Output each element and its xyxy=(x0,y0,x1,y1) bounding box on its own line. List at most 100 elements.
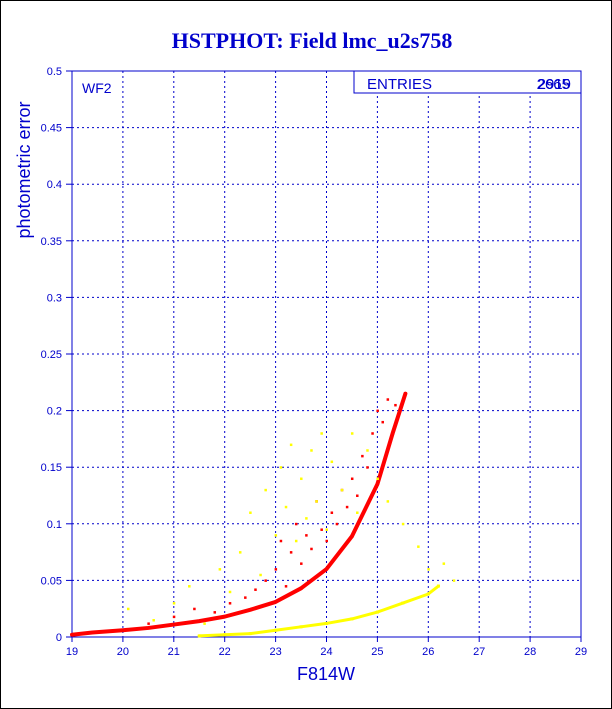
data-point xyxy=(330,460,334,464)
y-tick-label: 0.2 xyxy=(47,406,62,418)
data-point xyxy=(279,466,283,469)
data-point xyxy=(356,511,359,514)
stats-box-frame xyxy=(353,70,582,94)
series-0 xyxy=(70,391,408,637)
data-point xyxy=(427,568,430,571)
y-tick-label: 0.15 xyxy=(41,462,62,474)
data-point xyxy=(310,547,313,551)
data-point xyxy=(121,628,125,632)
data-point xyxy=(197,619,201,623)
data-point xyxy=(172,623,176,627)
data-point xyxy=(294,539,298,543)
x-tick-label: 26 xyxy=(422,646,434,658)
data-point xyxy=(218,568,222,571)
x-tick-label: 29 xyxy=(575,646,587,658)
data-point xyxy=(146,626,150,630)
data-point xyxy=(417,545,420,548)
y-tick-label: 0 xyxy=(56,632,62,644)
x-tick-label: 23 xyxy=(269,646,281,658)
y-tick-label: 0.5 xyxy=(47,66,62,78)
data-point xyxy=(228,590,232,594)
stats-entries-value-a: 2919 xyxy=(538,76,571,93)
data-point xyxy=(361,454,364,458)
data-point xyxy=(254,588,257,591)
stats-entries-value-b: 2665 xyxy=(537,76,570,93)
data-point xyxy=(391,431,395,435)
data-point xyxy=(147,622,150,625)
data-point xyxy=(152,619,155,622)
data-point xyxy=(386,500,390,503)
data-point xyxy=(238,551,242,554)
stats-box: ENTRIES 2919 2665 xyxy=(353,70,582,94)
data-point xyxy=(403,392,407,396)
data-point xyxy=(366,449,369,452)
data-point xyxy=(274,568,278,571)
data-point xyxy=(249,511,252,514)
data-point xyxy=(350,432,354,435)
data-point xyxy=(259,573,262,577)
data-point xyxy=(436,584,440,588)
data-point xyxy=(320,432,323,435)
data-point xyxy=(274,628,278,632)
data-point xyxy=(325,621,328,625)
data-point xyxy=(172,602,176,605)
data-point xyxy=(325,539,328,543)
data-point xyxy=(172,615,176,619)
data-point xyxy=(350,477,354,481)
data-point xyxy=(325,567,328,571)
data-point xyxy=(197,634,201,638)
y-tick-label: 0.4 xyxy=(47,179,62,191)
data-point xyxy=(274,600,278,604)
data-point xyxy=(375,610,379,614)
data-point xyxy=(294,522,298,526)
x-tick-label: 24 xyxy=(320,646,332,658)
series-1 xyxy=(126,432,456,638)
data-point xyxy=(356,494,359,497)
data-point xyxy=(228,602,232,605)
data-point xyxy=(90,630,94,634)
x-tick-label: 21 xyxy=(168,646,180,658)
data-point xyxy=(394,403,397,407)
data-point xyxy=(335,522,339,526)
data-point xyxy=(248,632,252,636)
x-tick-label: 25 xyxy=(371,646,383,658)
data-point xyxy=(350,617,354,621)
data-point xyxy=(401,522,405,526)
stats-entries-label: ENTRIES xyxy=(367,76,432,93)
data-point xyxy=(350,534,354,538)
y-tick-label: 0.35 xyxy=(41,236,62,248)
data-point xyxy=(70,633,74,637)
x-tick-label: 28 xyxy=(524,646,536,658)
data-point xyxy=(284,585,288,588)
data-point xyxy=(213,611,217,614)
y-tick-label: 0.3 xyxy=(47,292,62,304)
x-axis-label: F814W xyxy=(297,664,355,684)
data-point xyxy=(299,586,303,590)
data-marks xyxy=(70,391,456,638)
x-tick-label: 19 xyxy=(66,646,78,658)
data-point xyxy=(325,528,328,531)
data-point xyxy=(203,622,206,625)
data-point xyxy=(320,528,323,531)
data-point xyxy=(452,579,456,582)
y-axis-label: photometric error xyxy=(14,101,34,238)
data-point xyxy=(126,607,130,611)
data-point xyxy=(426,592,430,596)
x-axis: 19 20 21 22 23 24 25 26 27 28 29 xyxy=(66,637,587,658)
data-point xyxy=(300,477,303,481)
data-point xyxy=(386,398,390,401)
data-point xyxy=(300,562,303,565)
data-point xyxy=(244,596,247,599)
data-point xyxy=(264,579,267,582)
data-point xyxy=(193,607,196,611)
data-point xyxy=(376,477,379,481)
y-tick-label: 0.05 xyxy=(41,575,62,587)
data-point xyxy=(279,539,283,543)
data-point xyxy=(264,488,267,492)
data-point xyxy=(274,534,278,537)
data-point xyxy=(305,534,308,537)
data-point xyxy=(305,517,308,520)
data-point xyxy=(284,505,288,509)
data-point xyxy=(223,615,227,619)
